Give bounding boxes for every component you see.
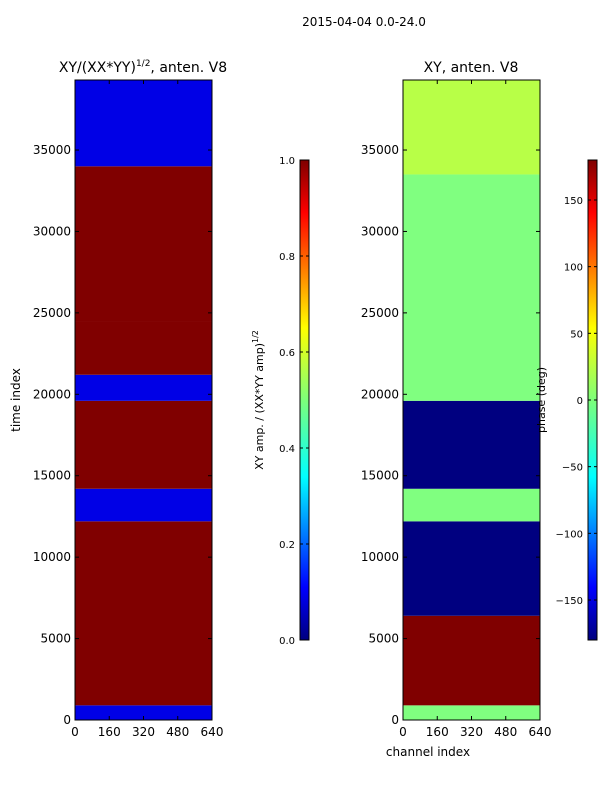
x-tick-label: 640 <box>201 725 224 739</box>
colorbar-amplitude-gradient <box>299 159 310 641</box>
colorbar-tick-label: 0.8 <box>279 252 295 263</box>
colorbar-amplitude-label: XY amp. / (XX*YY amp)1/2 <box>251 330 266 470</box>
xlabel-channel-index: channel index <box>386 745 470 759</box>
y-tick-label: 30000 <box>33 224 71 238</box>
x-tick-label: 0 <box>71 725 79 739</box>
x-tick-label: 320 <box>132 725 155 739</box>
y-tick-label: 10000 <box>33 550 71 564</box>
colorbar-tick-label: 100 <box>564 263 583 274</box>
heatmap-band <box>75 521 212 706</box>
heatmap-band <box>403 521 540 616</box>
x-tick-label: 160 <box>98 725 121 739</box>
colorbar-tick-label: −50 <box>562 463 583 474</box>
heatmap-band <box>75 374 212 401</box>
colorbar-tick-label: −100 <box>556 529 583 540</box>
heatmap-phase <box>403 80 540 720</box>
colorbar-tick-label: 150 <box>564 196 583 207</box>
x-tick-label: 480 <box>166 725 189 739</box>
y-tick-label: 35000 <box>33 143 71 157</box>
ylabel-time-index: time index <box>9 368 23 432</box>
panel-phase-title: XY, anten. V8 <box>424 60 519 76</box>
y-tick-label: 30000 <box>361 224 399 238</box>
colorbar-tick-label: 0.2 <box>279 540 295 551</box>
colorbar-tick-label: 0 <box>577 396 583 407</box>
panel-amplitude: XY/(XX*YY)1/2, anten. V8 0 160 320 480 640 0 5… <box>9 59 227 739</box>
colorbar-phase-label: phase (deg) <box>535 367 548 433</box>
colorbar-tick-label: 50 <box>570 329 583 340</box>
y-tick-label: 10000 <box>361 550 399 564</box>
y-tick-label: 25000 <box>33 306 71 320</box>
figure-title: 2015-04-04 0.0-24.0 <box>302 15 426 29</box>
panel-phase: XY, anten. V8 0 160 320 480 640 0 5000 10000 150… <box>361 60 552 759</box>
heatmap-band <box>403 488 540 522</box>
y-tick-label: 5000 <box>368 632 399 646</box>
colorbar-phase: −150 −100 −50 0 50 100 150 phase (deg) <box>535 159 598 641</box>
y-tick-label: 35000 <box>361 143 399 157</box>
panel-amplitude-title: XY/(XX*YY)1/2, anten. V8 <box>59 59 227 76</box>
x-tick-label: 160 <box>426 725 449 739</box>
x-tick-label: 480 <box>494 725 517 739</box>
heatmap-band <box>75 488 212 522</box>
colorbar-tick-label: −150 <box>556 596 583 607</box>
colorbar-tick-label: 0.6 <box>279 348 295 359</box>
colorbar-amplitude: 0.0 0.2 0.4 0.6 0.8 1.0 XY amp. / (XX*YY amp)… <box>251 156 310 647</box>
heatmap-band <box>75 80 212 167</box>
heatmap-band <box>403 400 540 489</box>
colorbar-amplitude-ticks: 0.0 0.2 0.4 0.6 0.8 1.0 <box>279 156 309 647</box>
heatmap-band <box>403 174 540 401</box>
heatmap-band <box>75 400 212 489</box>
axis-ticks-phase: 0 160 320 480 640 0 5000 10000 15000 20000 25000 30… <box>361 80 552 739</box>
axis-ticks-amplitude: 0 160 320 480 640 0 5000 10000 15000 20000 25000 30… <box>33 80 224 739</box>
y-tick-label: 0 <box>63 713 71 727</box>
heatmap-band <box>403 80 540 175</box>
y-tick-label: 20000 <box>361 387 399 401</box>
colorbar-phase-ticks: −150 −100 −50 0 50 100 150 <box>556 196 597 607</box>
heatmap-band <box>403 615 540 706</box>
x-tick-label: 320 <box>460 725 483 739</box>
colorbar-tick-label: 1.0 <box>279 156 295 167</box>
y-tick-label: 20000 <box>33 387 71 401</box>
heatmap-amplitude <box>75 80 212 720</box>
y-tick-label: 15000 <box>361 469 399 483</box>
colorbar-tick-label: 0.0 <box>279 636 295 647</box>
x-tick-label: 0 <box>399 725 407 739</box>
colorbar-tick-label: 0.4 <box>279 444 295 455</box>
heatmap-band <box>75 166 212 322</box>
y-tick-label: 0 <box>391 713 399 727</box>
x-tick-label: 640 <box>529 725 552 739</box>
y-tick-label: 15000 <box>33 469 71 483</box>
y-tick-label: 5000 <box>40 632 71 646</box>
y-tick-label: 25000 <box>361 306 399 320</box>
heatmap-band <box>75 321 212 375</box>
